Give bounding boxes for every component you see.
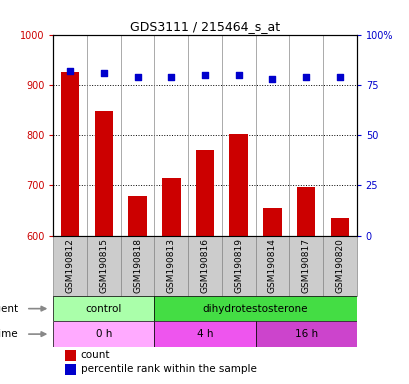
Bar xyxy=(154,296,356,321)
Bar xyxy=(296,187,315,236)
Bar xyxy=(188,236,221,296)
Bar xyxy=(263,208,281,236)
Text: GSM190818: GSM190818 xyxy=(133,238,142,293)
Point xyxy=(302,74,309,80)
Point xyxy=(168,74,174,80)
Text: GSM190820: GSM190820 xyxy=(335,238,344,293)
Point xyxy=(268,76,275,82)
Text: control: control xyxy=(85,304,122,314)
Text: GSM190815: GSM190815 xyxy=(99,238,108,293)
Text: agent: agent xyxy=(0,304,18,314)
Text: GSM190816: GSM190816 xyxy=(200,238,209,293)
Text: count: count xyxy=(81,350,110,361)
Bar xyxy=(322,236,356,296)
Text: percentile rank within the sample: percentile rank within the sample xyxy=(81,364,256,374)
Text: GSM190813: GSM190813 xyxy=(166,238,175,293)
Bar xyxy=(53,296,154,321)
Bar xyxy=(255,236,289,296)
Bar xyxy=(154,236,188,296)
Point xyxy=(134,74,141,80)
Bar xyxy=(330,218,348,236)
Bar xyxy=(120,236,154,296)
Text: 16 h: 16 h xyxy=(294,329,317,339)
Bar xyxy=(289,236,322,296)
Bar xyxy=(87,236,120,296)
Text: GSM190819: GSM190819 xyxy=(234,238,243,293)
Text: dihydrotestosterone: dihydrotestosterone xyxy=(202,304,308,314)
Bar xyxy=(53,236,87,296)
Bar xyxy=(94,111,113,236)
Point xyxy=(235,72,241,78)
Text: 4 h: 4 h xyxy=(196,329,213,339)
Bar xyxy=(61,72,79,236)
Bar xyxy=(162,178,180,236)
Text: GSM190817: GSM190817 xyxy=(301,238,310,293)
Point xyxy=(201,72,208,78)
Bar xyxy=(221,236,255,296)
Bar xyxy=(255,321,356,347)
Text: GSM190814: GSM190814 xyxy=(267,238,276,293)
Text: GSM190812: GSM190812 xyxy=(65,238,74,293)
Point xyxy=(100,70,107,76)
Bar xyxy=(154,321,255,347)
Title: GDS3111 / 215464_s_at: GDS3111 / 215464_s_at xyxy=(130,20,279,33)
Bar xyxy=(195,150,214,236)
Bar xyxy=(65,350,76,361)
Text: 0 h: 0 h xyxy=(95,329,112,339)
Bar xyxy=(128,196,146,236)
Bar xyxy=(229,134,247,236)
Bar xyxy=(65,364,76,375)
Point xyxy=(67,68,73,74)
Text: time: time xyxy=(0,329,18,339)
Point xyxy=(336,74,342,80)
Bar xyxy=(53,321,154,347)
